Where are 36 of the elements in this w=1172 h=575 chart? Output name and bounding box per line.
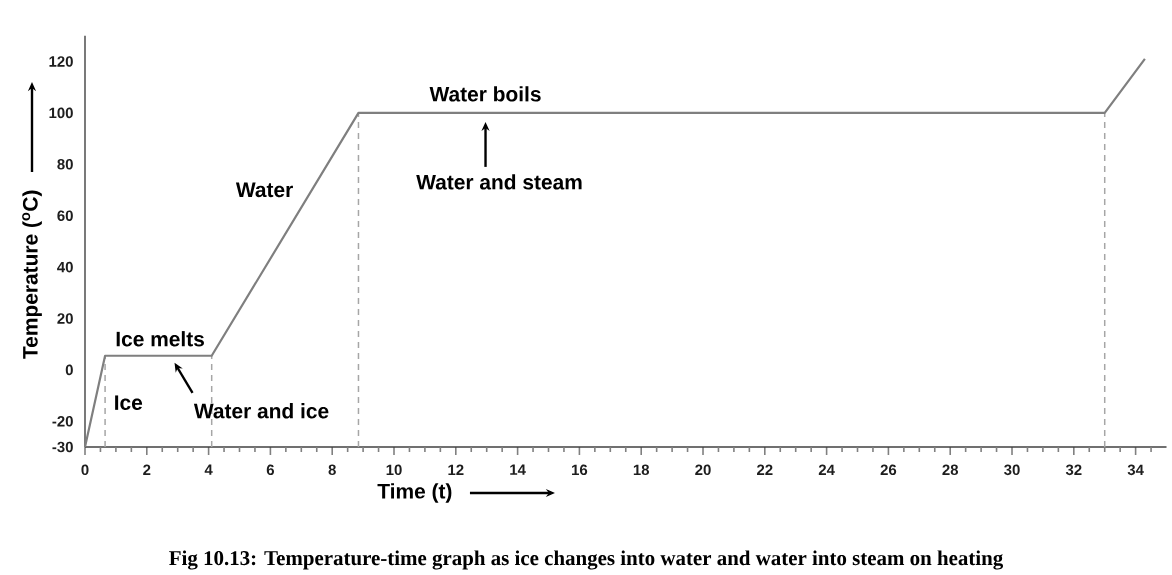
x-tick-label: 8 (328, 464, 336, 476)
annotation: Ice (115, 395, 143, 411)
x-tick-label: 22 (757, 464, 773, 475)
x-tick-label: 12 (448, 464, 464, 475)
x-axis-title: Time (t) (377, 483, 452, 503)
annotation: Water and ice (193, 403, 329, 419)
x-tick-label: 30 (1004, 464, 1020, 476)
x-tick-label: 16 (572, 464, 588, 476)
annotation: Water and steam (416, 174, 582, 190)
x-tick-label: 0 (81, 464, 89, 476)
caption: Fig 10.13: Temperature-time graph as ice changes into water and water into steam on heating (169, 550, 1004, 570)
x-tick-label: 32 (1065, 464, 1082, 476)
x-tick-label: 34 (1127, 464, 1144, 476)
x-tick-label: 28 (942, 464, 959, 476)
y-tick-label: 20 (57, 313, 73, 324)
y-tick-label: 80 (57, 159, 73, 170)
x-tick-label: 20 (695, 464, 711, 476)
y-tick-label: 60 (57, 210, 73, 221)
y-tick-label: -30 (52, 441, 73, 453)
x-tick-label: 2 (143, 464, 151, 475)
y-tick-label: 40 (57, 261, 73, 273)
x-tick-label: 6 (266, 464, 275, 476)
x-tick-label: 18 (633, 464, 650, 476)
annotation: Water (235, 182, 293, 198)
x-tick-label: 4 (204, 464, 213, 475)
x-tick-label: 10 (386, 464, 402, 476)
x-tick-label: 14 (510, 464, 526, 475)
y-tick-label: 120 (49, 56, 73, 67)
x-tick-label: 26 (880, 464, 897, 476)
y-tick-label: 0 (65, 364, 73, 376)
x-tick-label: 24 (818, 464, 835, 475)
annotation: Ice melts (116, 331, 204, 347)
annotation: Water boils (429, 86, 541, 102)
y-axis-title: Temperature ($^{o}$C) (22, 190, 42, 359)
y-tick-label: -20 (52, 416, 73, 427)
y-tick-label: 100 (49, 107, 73, 119)
